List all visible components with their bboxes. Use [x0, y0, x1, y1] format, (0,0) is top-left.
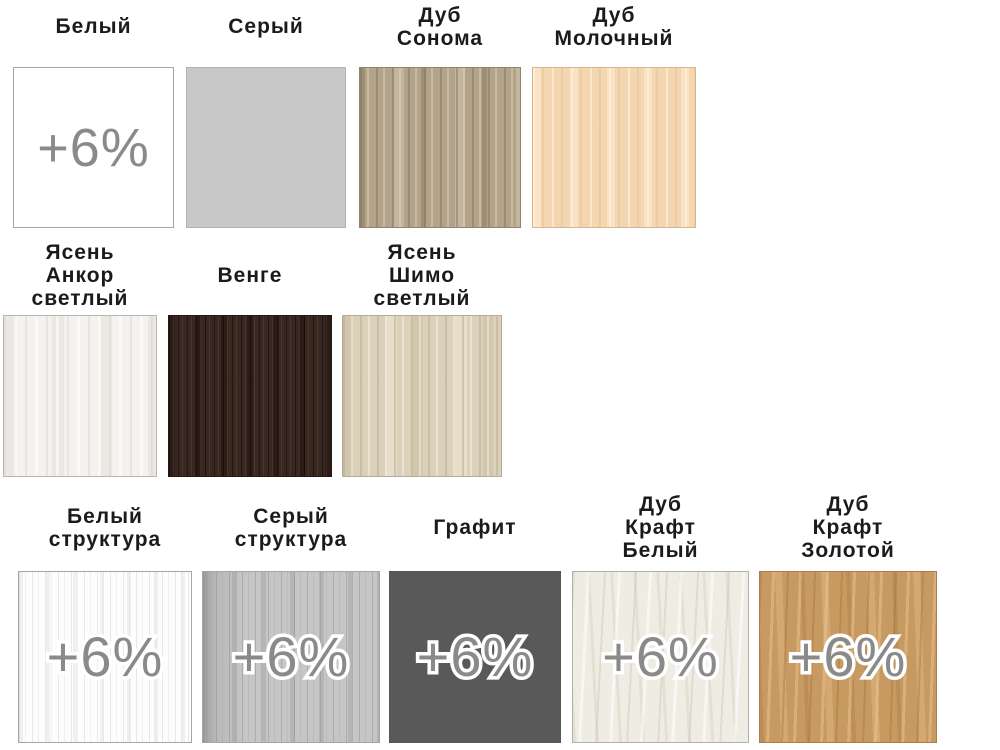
surcharge-badge: +6% [37, 117, 150, 178]
swatch-cell-gray-structure: Серый структура +6% +6% [202, 489, 380, 743]
swatch-cell-oak-craft-white: Дуб Крафт Белый +6% +6% [572, 489, 749, 743]
swatch-cell-white: Белый +6% [13, 0, 174, 228]
swatch-gray-structure[interactable]: +6% +6% [202, 571, 380, 743]
swatch-oak-milky[interactable] [532, 67, 696, 228]
surcharge-badge: +6% +6% [229, 625, 352, 688]
swatch-cell-white-structure: Белый структура +6% +6% [18, 489, 192, 743]
swatch-cell-graphite: Графит +6% +6% [389, 489, 561, 743]
surcharge-outline-text: +6% [229, 625, 352, 688]
swatch-label-white-structure: Белый структура [48, 504, 162, 551]
swatch-white-structure[interactable]: +6% +6% [18, 571, 192, 743]
swatch-ash-ankor-light[interactable] [3, 315, 157, 477]
surcharge-text: +6% [602, 625, 719, 688]
swatch-label-gray: Серый [228, 15, 304, 38]
surcharge-outline-text: +6% [599, 625, 722, 688]
surcharge-badge: +6% +6% [786, 625, 909, 688]
swatch-label-wenge: Венге [217, 263, 283, 287]
swatch-cell-oak-craft-gold: Дуб Крафт Золотой +6% +6% [759, 489, 937, 743]
swatch-label-graphite: Графит [433, 516, 517, 539]
swatch-label-oak-sonoma: Дуб Сонома [396, 3, 484, 50]
surcharge-outline-text: +6% [43, 625, 166, 688]
swatch-oak-sonoma[interactable] [359, 67, 521, 228]
swatch-cell-ash-shimo-light: Ясень Шимо светлый [342, 238, 502, 477]
swatch-oak-craft-white[interactable]: +6% +6% [572, 571, 749, 743]
swatch-white[interactable]: +6% [13, 67, 174, 228]
surcharge-badge: +6% +6% [599, 625, 722, 688]
swatch-label-white: Белый [55, 15, 132, 38]
surcharge-text: +6% [789, 625, 907, 688]
surcharge-text: +6% [46, 625, 164, 688]
swatch-cell-ash-ankor-light: Ясень Анкор светлый [3, 238, 157, 477]
swatch-label-gray-structure: Серый структура [234, 504, 348, 551]
swatch-wenge[interactable] [168, 315, 332, 477]
surcharge-text: +6% [232, 625, 350, 688]
swatch-graphite[interactable]: +6% +6% [389, 571, 561, 743]
swatch-cell-gray: Серый [186, 0, 346, 228]
swatch-cell-wenge: Венге [168, 238, 332, 477]
swatch-label-oak-milky: Дуб Молочный [554, 3, 674, 50]
swatch-oak-craft-gold[interactable]: +6% +6% [759, 571, 937, 743]
surcharge-text: +6% [416, 625, 534, 688]
swatch-label-oak-craft-gold: Дуб Крафт Золотой [801, 493, 895, 562]
swatch-label-ash-shimo-light: Ясень Шимо светлый [373, 240, 471, 310]
surcharge-badge: +6% +6% [43, 625, 166, 688]
swatch-gray[interactable] [186, 67, 346, 228]
swatch-label-oak-craft-white: Дуб Крафт Белый [622, 493, 699, 562]
surcharge-outline-text: +6% [786, 625, 909, 688]
swatch-cell-oak-milky: Дуб Молочный [532, 0, 696, 228]
surcharge-outline-text: +6% [413, 625, 536, 688]
swatch-ash-shimo-light[interactable] [342, 315, 502, 477]
swatch-label-ash-ankor-light: Ясень Анкор светлый [31, 240, 129, 310]
surcharge-badge: +6% +6% [413, 625, 536, 688]
swatch-cell-oak-sonoma: Дуб Сонома [359, 0, 521, 228]
